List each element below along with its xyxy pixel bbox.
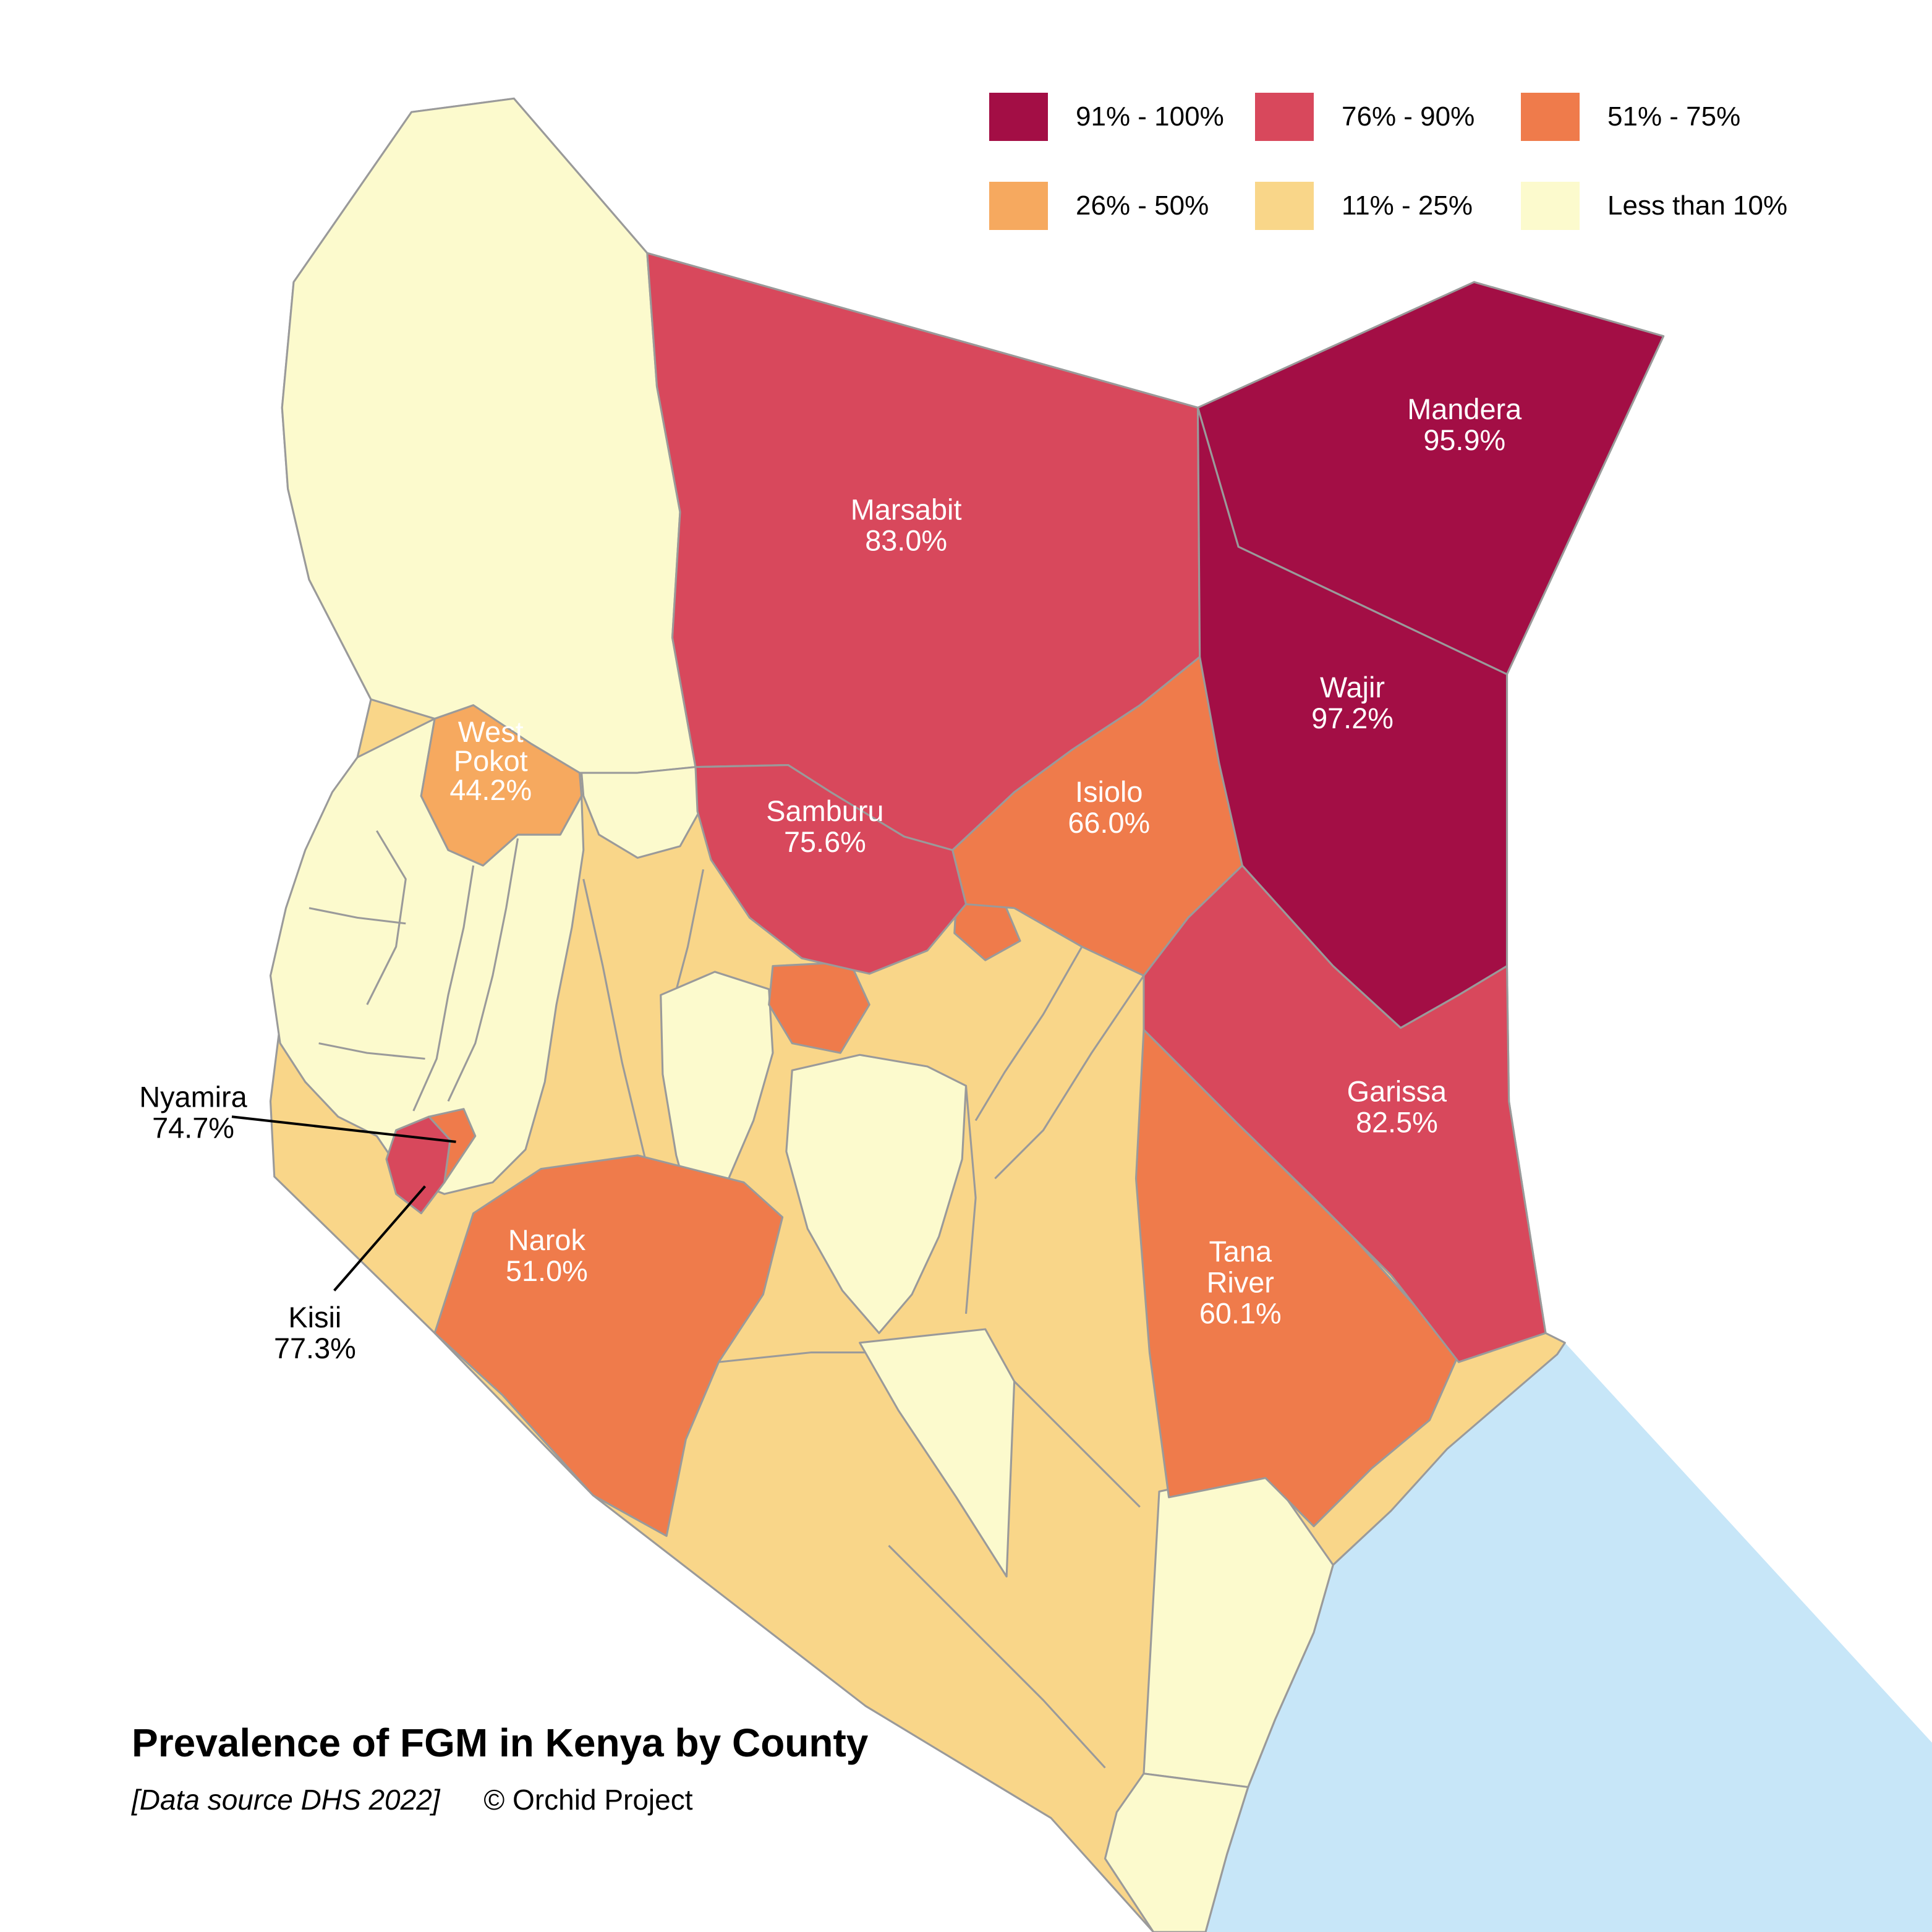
copyright-note: © Orchid Project — [483, 1784, 693, 1816]
county-turkana — [281, 97, 697, 774]
legend-item-51-75: 51% - 75% — [1521, 93, 1787, 141]
label-tana-river-name2: River — [1207, 1267, 1274, 1299]
label-samburu-name: Samburu — [766, 795, 883, 827]
label-kisii-value: 77.3% — [274, 1332, 356, 1364]
western-county-border-lines — [309, 830, 519, 1112]
label-isiolo-value: 66.0% — [1068, 807, 1150, 839]
county-narok — [433, 1154, 784, 1537]
legend-row-2: 26% - 50% 11% - 25% Less than 10% — [989, 182, 1855, 230]
label-narok-value: 51.0% — [506, 1255, 588, 1287]
legend-label-lt10: Less than 10% — [1607, 190, 1788, 221]
legend-item-26-50: 26% - 50% — [989, 182, 1255, 230]
legend-label-91-100: 91% - 100% — [1076, 101, 1224, 132]
region-mount-kenya-counties — [785, 1053, 968, 1334]
legend-swatch-11-25 — [1255, 182, 1314, 230]
label-marsabit-name: Marsabit — [851, 494, 962, 526]
county-west-pokot — [420, 704, 583, 867]
legend-label-76-90: 76% - 90% — [1342, 101, 1475, 132]
county-wajir — [1196, 406, 1509, 1029]
legend-label-26-50: 26% - 50% — [1076, 190, 1209, 221]
label-wajir-name: Wajir — [1320, 671, 1385, 704]
label-tana-river-value: 60.1% — [1199, 1298, 1282, 1330]
label-west-pokot-name2: Pokot — [454, 745, 528, 777]
legend-item-lt10: Less than 10% — [1521, 182, 1787, 230]
data-source-note: [Data source DHS 2022] — [132, 1784, 440, 1816]
indian-ocean — [1206, 1342, 1932, 1932]
label-marsabit-value: 83.0% — [865, 525, 947, 557]
region-north-rift — [581, 766, 700, 859]
label-samburu-value: 75.6% — [784, 826, 866, 858]
label-west-pokot-name1: West — [458, 716, 524, 748]
legend-label-51-75: 51% - 75% — [1607, 101, 1741, 132]
label-nyamira-name: Nyamira — [139, 1081, 247, 1113]
label-west-pokot-value: 44.2% — [449, 774, 532, 806]
label-narok-name: Narok — [508, 1224, 586, 1256]
county-laikipia — [660, 971, 774, 1226]
county-labels: Mandera 95.9% Wajir 97.2% Marsabit 83.0%… — [449, 393, 1522, 1330]
callout-labels: Nyamira 74.7% Kisii 77.3% — [139, 1081, 356, 1364]
legend-item-91-100: 91% - 100% — [989, 93, 1255, 141]
county-samburu — [694, 764, 968, 975]
label-tana-river-name1: Tana — [1209, 1236, 1272, 1268]
label-mandera-name: Mandera — [1407, 393, 1522, 425]
label-kisii-name: Kisii — [288, 1301, 341, 1334]
county-border-lines — [582, 869, 1145, 1769]
legend-swatch-lt10 — [1521, 182, 1580, 230]
legend-row-1: 91% - 100% 76% - 90% 51% - 75% — [989, 93, 1855, 141]
page-title: Prevalence of FGM in Kenya by County — [132, 1721, 869, 1765]
label-nyamira-value: 74.7% — [152, 1112, 234, 1144]
label-garissa-value: 82.5% — [1356, 1106, 1438, 1138]
label-wajir-value: 97.2% — [1311, 702, 1394, 734]
nyamira-leader-line — [231, 1115, 456, 1143]
label-garissa-name: Garissa — [1347, 1075, 1447, 1107]
legend-swatch-26-50 — [989, 182, 1048, 230]
legend-item-11-25: 11% - 25% — [1255, 182, 1521, 230]
legend-swatch-51-75 — [1521, 93, 1580, 141]
label-mandera-value: 95.9% — [1423, 424, 1505, 456]
legend-swatch-76-90 — [1255, 93, 1314, 141]
legend: 91% - 100% 76% - 90% 51% - 75% 26% - 50%… — [989, 93, 1855, 230]
legend-swatch-91-100 — [989, 93, 1048, 141]
county-kwale — [1104, 1772, 1249, 1932]
title-block: Prevalence of FGM in Kenya by County [Da… — [132, 1720, 868, 1816]
kisii-leader-line — [333, 1185, 427, 1292]
county-makueni — [859, 1328, 1016, 1578]
legend-item-76-90: 76% - 90% — [1255, 93, 1521, 141]
subtitle: [Data source DHS 2022] © Orchid Project — [132, 1783, 868, 1816]
county-kisii — [385, 1115, 451, 1215]
legend-label-11-25: 11% - 25% — [1342, 190, 1473, 221]
label-isiolo-name: Isiolo — [1075, 776, 1143, 808]
